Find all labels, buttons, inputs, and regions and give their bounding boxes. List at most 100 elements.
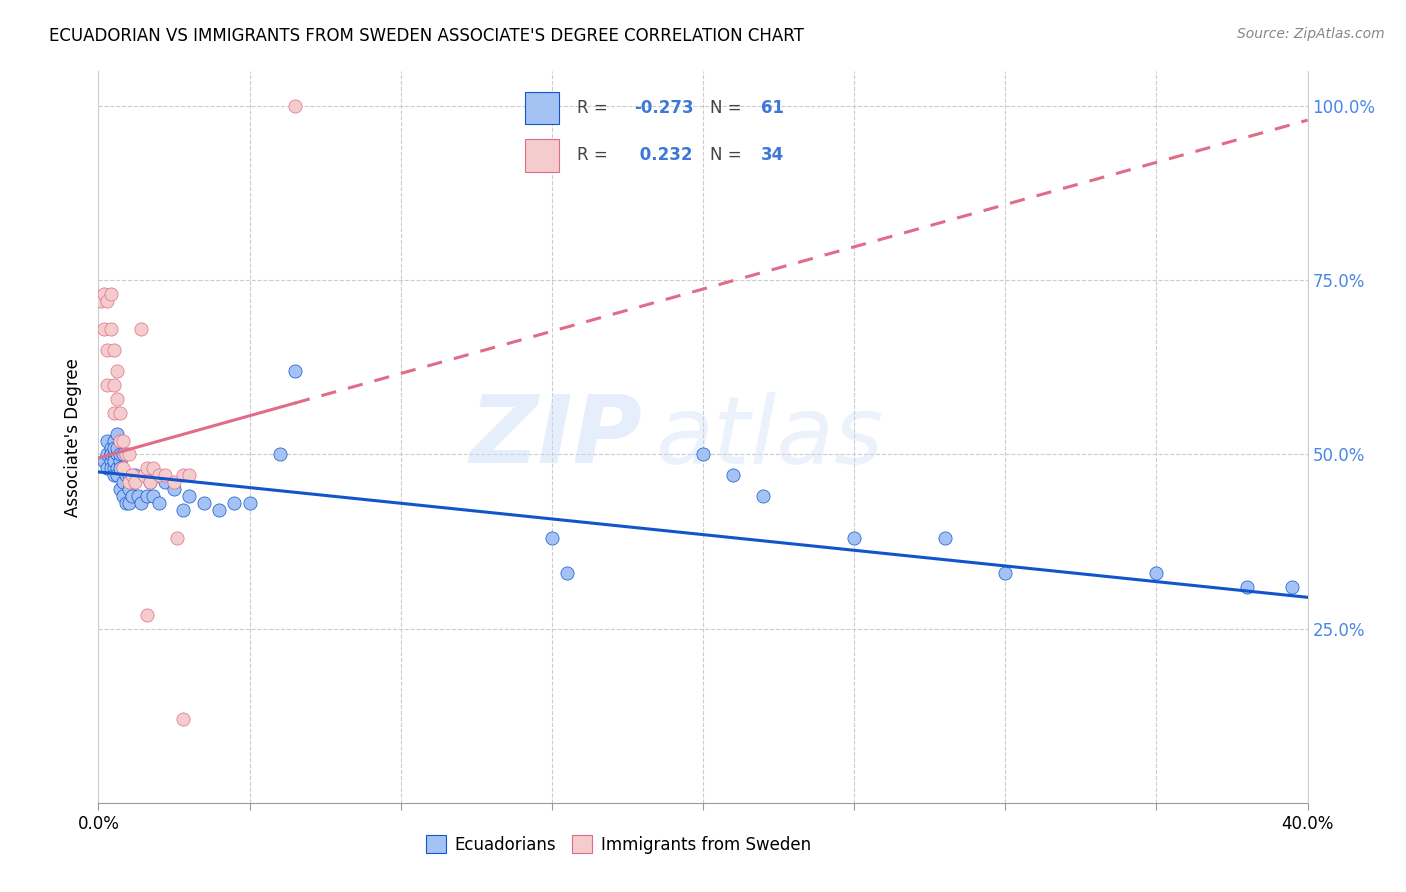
Point [844, 531, 866, 545]
Point [90, 294, 112, 309]
Point [103, 406, 125, 420]
Text: ZIP: ZIP [470, 391, 643, 483]
Point [1236, 580, 1258, 594]
Point [540, 531, 562, 545]
Point [103, 448, 125, 462]
Point [163, 475, 186, 490]
Point [148, 468, 170, 483]
Point [179, 489, 201, 503]
Point [752, 489, 775, 503]
Point [118, 475, 141, 490]
Point [103, 454, 125, 468]
Point [208, 503, 231, 517]
Point [93, 322, 115, 336]
Point [108, 454, 131, 468]
Point [172, 712, 194, 726]
Text: ECUADORIAN VS IMMIGRANTS FROM SWEDEN ASSOCIATE'S DEGREE CORRELATION CHART: ECUADORIAN VS IMMIGRANTS FROM SWEDEN ASS… [49, 27, 804, 45]
Point [108, 483, 131, 497]
Point [124, 468, 146, 483]
Point [103, 343, 125, 357]
Point [100, 441, 122, 455]
Point [105, 426, 128, 441]
Point [118, 496, 141, 510]
Point [105, 468, 128, 483]
Point [103, 377, 125, 392]
Point [103, 434, 125, 448]
Point [129, 496, 152, 510]
Point [100, 448, 122, 462]
Legend: Ecuadorians, Immigrants from Sweden: Ecuadorians, Immigrants from Sweden [419, 829, 817, 860]
FancyBboxPatch shape [526, 139, 558, 171]
Point [114, 468, 136, 483]
Point [148, 496, 170, 510]
Point [118, 468, 141, 483]
Point [96, 434, 118, 448]
Point [239, 496, 262, 510]
Point [105, 461, 128, 475]
Point [127, 489, 149, 503]
Point [1144, 566, 1167, 580]
Point [105, 392, 128, 406]
Text: 61: 61 [761, 99, 785, 117]
Point [111, 461, 134, 475]
Point [269, 448, 291, 462]
Point [129, 322, 152, 336]
Point [166, 531, 188, 545]
Point [100, 461, 122, 475]
Point [153, 468, 176, 483]
Text: R =: R = [576, 146, 613, 164]
Point [163, 483, 186, 497]
Point [555, 566, 578, 580]
Point [108, 434, 131, 448]
FancyBboxPatch shape [526, 92, 558, 124]
Point [103, 441, 125, 455]
Point [111, 475, 134, 490]
Point [142, 489, 165, 503]
Point [105, 364, 128, 378]
Text: 34: 34 [761, 146, 785, 164]
Point [193, 496, 215, 510]
Point [118, 448, 141, 462]
Point [934, 531, 956, 545]
Point [153, 475, 176, 490]
Point [108, 406, 131, 420]
Point [93, 454, 115, 468]
Point [111, 489, 134, 503]
Point [100, 322, 122, 336]
Point [111, 434, 134, 448]
Point [124, 475, 146, 490]
Text: atlas: atlas [655, 392, 883, 483]
Text: N =: N = [710, 99, 747, 117]
Point [108, 448, 131, 462]
Point [1281, 580, 1303, 594]
Point [114, 448, 136, 462]
Point [172, 468, 194, 483]
Point [108, 461, 131, 475]
Point [96, 343, 118, 357]
Point [118, 483, 141, 497]
Point [100, 454, 122, 468]
Point [103, 468, 125, 483]
Point [132, 468, 155, 483]
Point [121, 489, 143, 503]
Text: -0.273: -0.273 [634, 99, 693, 117]
Point [103, 461, 125, 475]
Point [179, 468, 201, 483]
Point [93, 287, 115, 301]
Text: 0.232: 0.232 [634, 146, 693, 164]
Point [114, 496, 136, 510]
Text: R =: R = [576, 99, 613, 117]
Point [111, 448, 134, 462]
Point [284, 364, 307, 378]
Point [723, 468, 745, 483]
Point [224, 496, 246, 510]
Point [139, 475, 162, 490]
Point [172, 503, 194, 517]
Point [96, 448, 118, 462]
Point [139, 475, 162, 490]
Point [100, 287, 122, 301]
Point [284, 99, 307, 113]
Point [994, 566, 1017, 580]
Point [105, 448, 128, 462]
Point [105, 441, 128, 455]
